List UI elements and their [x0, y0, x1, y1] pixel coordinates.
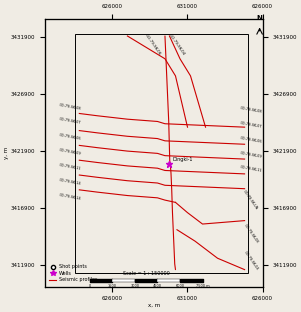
Text: 0: 0 [89, 285, 91, 288]
Text: GO-79-SK-04: GO-79-SK-04 [243, 250, 259, 271]
Text: Dingki-1: Dingki-1 [172, 157, 193, 162]
Y-axis label: y, m: y, m [4, 147, 9, 159]
Text: GO-79-SK-08: GO-79-SK-08 [243, 224, 259, 244]
Text: GO-79-SK-06: GO-79-SK-06 [59, 134, 82, 141]
Text: GO-79-SK-06: GO-79-SK-06 [144, 34, 162, 56]
Text: Scale = 1 : 150000: Scale = 1 : 150000 [123, 271, 169, 276]
Text: GO-79-SK-04: GO-79-SK-04 [168, 34, 186, 56]
Text: 3000: 3000 [130, 285, 139, 288]
X-axis label: x, m: x, m [147, 303, 160, 308]
Text: GO-79-SK-07: GO-79-SK-07 [59, 118, 82, 125]
Text: GO-79-SK-08: GO-79-SK-08 [239, 106, 262, 114]
Text: GO-79-SK-09: GO-79-SK-09 [239, 151, 262, 158]
Text: GO-79-SK-09: GO-79-SK-09 [59, 148, 82, 156]
Text: 4500: 4500 [153, 285, 162, 288]
Text: GO-79-SK-14: GO-79-SK-14 [59, 178, 82, 186]
Text: N: N [257, 15, 262, 21]
Text: GO-79-SK-14: GO-79-SK-14 [59, 193, 82, 201]
Text: 7500 m: 7500 m [196, 285, 209, 288]
Text: 1500: 1500 [108, 285, 117, 288]
Text: GO-79-SK-06: GO-79-SK-06 [239, 136, 262, 144]
Text: GO-79-SK-UA: GO-79-SK-UA [242, 189, 259, 210]
Text: GO-79-SK-11: GO-79-SK-11 [59, 163, 82, 171]
Text: 6000: 6000 [175, 285, 185, 288]
Text: GO-79-SK-11: GO-79-SK-11 [239, 165, 262, 173]
Legend: Shot points, Wells, Seismic profiles: Shot points, Wells, Seismic profiles [47, 262, 99, 284]
Text: GO-79-SK-08: GO-79-SK-08 [59, 103, 82, 110]
Text: GO-79-SK-07: GO-79-SK-07 [239, 121, 262, 129]
